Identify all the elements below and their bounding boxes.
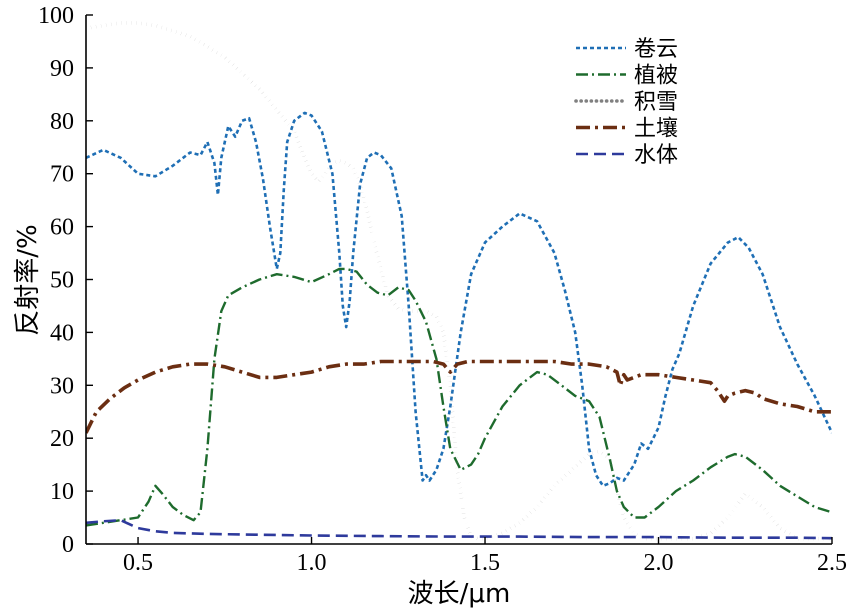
- y-tick-label: 30: [50, 373, 74, 399]
- x-tick-label: 2.0: [644, 550, 674, 576]
- y-axis-title: 反射率/%: [13, 224, 43, 335]
- x-tick-label: 1.0: [297, 550, 327, 576]
- y-tick-label: 20: [50, 426, 74, 452]
- y-tick-label: 40: [50, 320, 74, 346]
- y-tick-label: 0: [62, 532, 74, 558]
- series-snow-line: [86, 21, 832, 541]
- y-axis: 0 10 20 30 40 50 60 70 80 90 100: [38, 3, 93, 558]
- legend-label: 卷云: [634, 37, 678, 62]
- legend-label: 水体: [634, 143, 678, 168]
- y-tick-label: 80: [50, 109, 74, 135]
- series-group: [86, 21, 832, 541]
- series-vegetation-line: [86, 267, 832, 527]
- legend-label: 土壤: [634, 117, 678, 142]
- x-axis-title: 波长/μm: [408, 579, 511, 609]
- x-tick-label: 1.5: [470, 550, 500, 576]
- series-soil-line: [86, 359, 832, 434]
- legend-label: 积雪: [634, 90, 678, 115]
- y-tick-label: 90: [50, 56, 74, 82]
- series-water-line: [86, 518, 832, 540]
- x-axis: 0.5 1.0 1.5 2.0 2.5: [86, 537, 847, 576]
- y-tick-label: 10: [50, 479, 74, 505]
- x-tick-label: 2.5: [817, 550, 847, 576]
- y-tick-label: 70: [50, 162, 74, 188]
- y-tick-label: 60: [50, 215, 74, 241]
- y-tick-label: 50: [50, 268, 74, 294]
- x-tick-label: 0.5: [123, 550, 153, 576]
- series-cirrus-line: [86, 111, 832, 488]
- y-tick-label: 100: [38, 3, 74, 29]
- legend-label: 植被: [634, 64, 678, 89]
